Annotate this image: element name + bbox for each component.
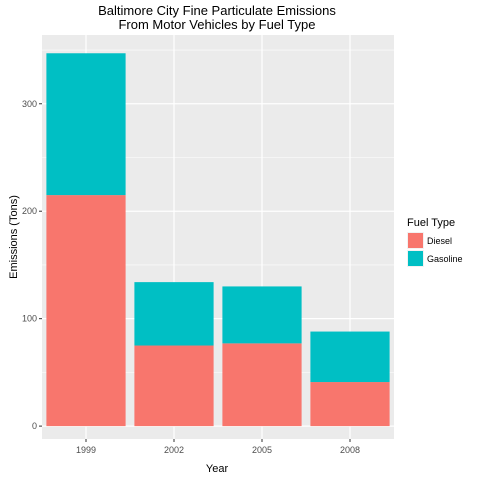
legend: Fuel Type Diesel Gasoline <box>407 217 463 267</box>
y-tick-label: 0 <box>32 421 37 431</box>
bar-gasoline-2008 <box>310 331 390 383</box>
legend-swatch-diesel <box>408 233 423 248</box>
x-tick-label: 2002 <box>164 445 184 455</box>
x-axis-title: Year <box>206 463 229 475</box>
y-tick-label: 300 <box>22 99 37 109</box>
chart-title-line2: From Motor Vehicles by Fuel Type <box>118 17 315 32</box>
bar-gasoline-1999 <box>46 53 126 196</box>
legend-label-gasoline: Gasoline <box>427 254 463 264</box>
bar-diesel-2008 <box>310 382 390 427</box>
bar-gasoline-2002 <box>134 282 214 346</box>
bar-diesel-2002 <box>134 345 214 427</box>
legend-label-diesel: Diesel <box>427 236 452 246</box>
y-tick-label: 200 <box>22 206 37 216</box>
y-axis-title: Emissions (Tons) <box>8 195 20 279</box>
bar-diesel-2005 <box>222 343 302 427</box>
chart-title-line1: Baltimore City Fine Particulate Emission… <box>98 3 336 18</box>
x-tick-label: 2008 <box>340 445 360 455</box>
y-axis: 0 100 200 300 <box>22 99 42 431</box>
x-tick-label: 2005 <box>252 445 272 455</box>
y-tick-label: 100 <box>22 314 37 324</box>
x-axis: 1999 2002 2005 2008 <box>76 439 360 455</box>
bar-gasoline-2005 <box>222 286 302 344</box>
legend-swatch-gasoline <box>408 251 423 266</box>
bars <box>46 53 390 427</box>
bar-diesel-1999 <box>46 195 126 427</box>
x-tick-label: 1999 <box>76 445 96 455</box>
legend-title: Fuel Type <box>407 217 455 229</box>
